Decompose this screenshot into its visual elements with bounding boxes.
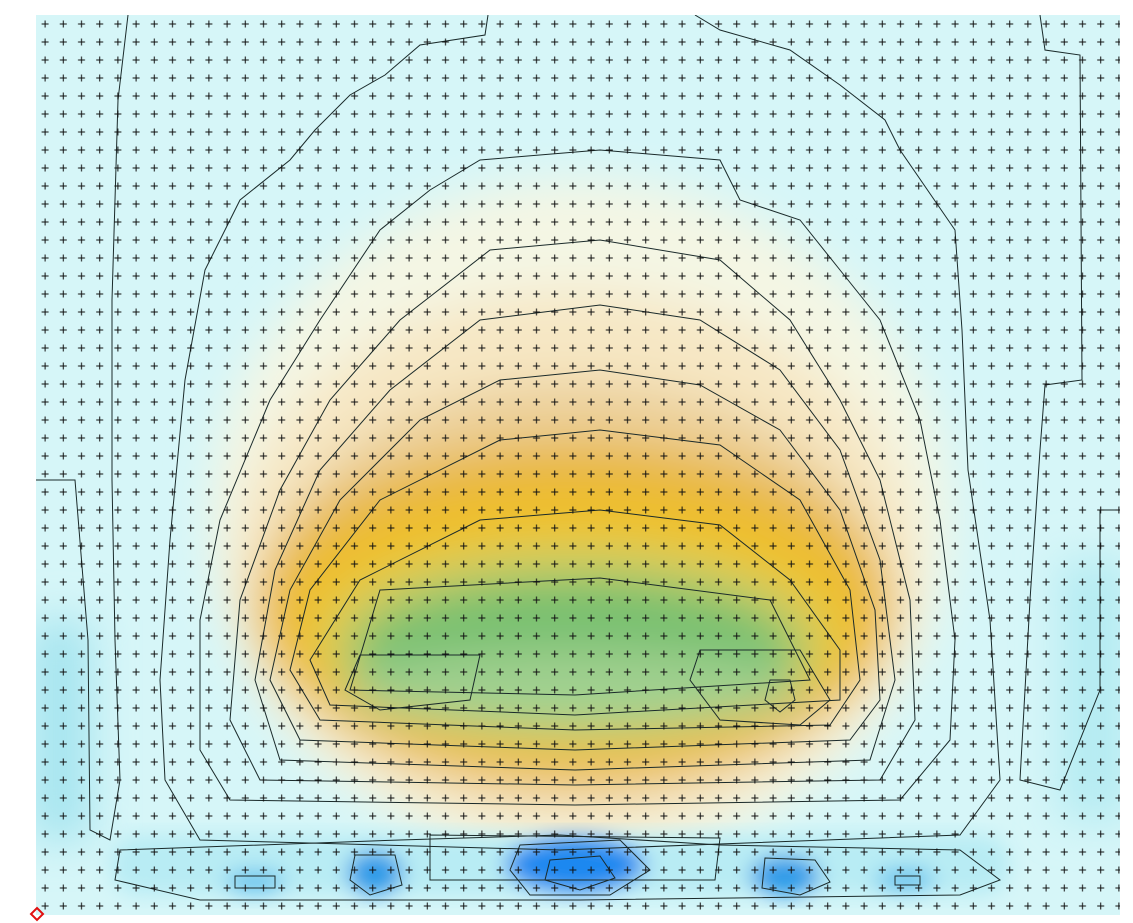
origin-marker [29,906,45,922]
field [36,15,1120,915]
grid-crosses [36,15,1120,915]
